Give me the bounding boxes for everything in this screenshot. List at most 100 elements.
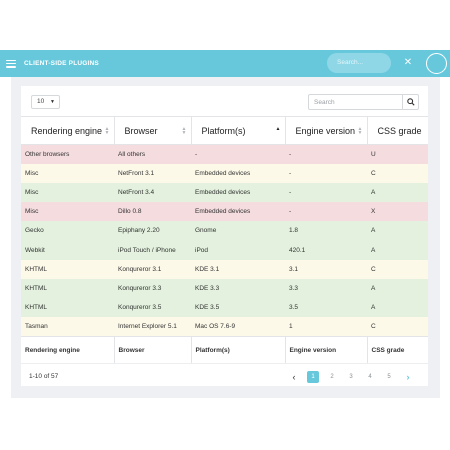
top-spacer <box>0 0 450 50</box>
column-header-label: Engine version <box>295 125 356 136</box>
column-header-label: Platform(s) <box>201 125 246 136</box>
column-header-platform-s[interactable]: Platform(s) ▲ <box>191 116 286 145</box>
table-cell: Gnome <box>191 221 285 241</box>
table-cell: 420.1 <box>285 240 367 260</box>
table-cell: Tasman <box>21 317 114 337</box>
table-row: Misc NetFront 3.1 Embedded devices - C <box>21 163 428 183</box>
table-cell: Embedded devices <box>191 202 285 222</box>
table-panel: 10 ▼ Rendering engine▲▼Browser▲▼Platform… <box>21 86 428 386</box>
table-cell: NetFront 3.4 <box>114 182 191 203</box>
table-cell: A <box>367 182 428 203</box>
table-row: KHTML Konqureror 3.1 KDE 3.1 3.1 C <box>21 259 428 279</box>
table-row: Misc Dillo 0.8 Embedded devices - X <box>21 202 428 222</box>
column-header-rendering-engine[interactable]: Rendering engine ▲ ▼ <box>21 116 115 145</box>
sort-icon: ▲ <box>275 126 281 132</box>
table-cell: Misc <box>21 182 114 203</box>
table-row: Webkit iPod Touch / iPhone iPod 420.1 A <box>21 240 428 260</box>
table-search <box>308 94 419 110</box>
table-cell: Gecko <box>21 221 114 241</box>
table-row: Tasman Internet Explorer 5.1 Mac OS 7.6-9 1… <box>21 317 428 337</box>
pagination-info: 1-10 of 57 <box>29 373 59 381</box>
table-row: KHTML Konqureror 3.5 KDE 3.5 3.5 A <box>21 298 428 318</box>
page-button-5[interactable]: 5 <box>387 374 391 381</box>
table-cell: 3.1 <box>285 259 367 279</box>
table-controls: 10 ▼ <box>21 86 428 116</box>
caret-down-icon: ▼ <box>50 99 55 105</box>
table-cell: KHTML <box>21 259 114 279</box>
table-cell: A <box>367 221 428 241</box>
page-size-select[interactable]: 10 ▼ <box>31 95 60 109</box>
pagination: ‹ 1 2 3 4 5 › <box>288 371 421 384</box>
table-cell: KDE 3.1 <box>191 259 285 279</box>
table-cell: A <box>367 240 428 260</box>
table-cell: Konqureror 3.5 <box>114 298 191 318</box>
table-cell: A <box>367 278 428 298</box>
page-size-value: 10 <box>37 98 45 105</box>
column-footer: Browser <box>114 335 192 364</box>
table-cell: All others <box>114 144 191 164</box>
table-cell: KDE 3.3 <box>191 278 285 298</box>
table-cell: Misc <box>21 163 114 183</box>
table-cell: 3.5 <box>285 298 367 318</box>
table-row: Misc NetFront 3.4 Embedded devices - A <box>21 182 428 203</box>
table-cell: - <box>285 202 367 222</box>
table-cell: 3.3 <box>285 278 367 298</box>
column-header-label: CSS grade <box>377 125 422 136</box>
table-cell: KHTML <box>21 298 114 318</box>
sort-icon: ▲ ▼ <box>104 126 110 136</box>
tools-icon[interactable]: ✕ <box>403 57 413 68</box>
table-cell: KHTML <box>21 278 114 298</box>
sort-icon: ▲ ▼ <box>181 126 187 136</box>
table-search-input[interactable] <box>309 95 402 109</box>
table-cell: Konqureror 3.1 <box>114 259 191 279</box>
table-cell: Embedded devices <box>191 182 285 203</box>
nav-search-input[interactable] <box>327 53 391 73</box>
prev-page-button[interactable]: ‹ <box>292 372 296 383</box>
navbar: CLIENT-SIDE PLUGINS ✕ <box>0 50 450 77</box>
data-table: Rendering engine ▲ ▼ Browser ▲ ▼ Platform(s) ▲ E… <box>21 116 428 364</box>
hamburger-icon[interactable] <box>6 59 16 68</box>
column-header-browser[interactable]: Browser ▲ ▼ <box>114 116 192 145</box>
table-cell: NetFront 3.1 <box>114 163 191 183</box>
user-avatar-icon[interactable] <box>426 53 447 74</box>
table-cell: - <box>285 182 367 203</box>
search-button[interactable] <box>402 95 418 109</box>
next-page-button[interactable]: › <box>406 372 410 383</box>
table-row: Gecko Epiphany 2.20 Gnome 1.8 A <box>21 221 428 241</box>
column-footer: Rendering engine <box>21 335 115 364</box>
table-cell: Dillo 0.8 <box>114 202 191 222</box>
header-row: Rendering engine ▲ ▼ Browser ▲ ▼ Platform(s) ▲ E… <box>21 116 428 145</box>
footer-row: Rendering engine Browser Platform(s) Engine… <box>21 335 428 364</box>
table-cell: Misc <box>21 202 114 222</box>
table-cell: Other browsers <box>21 144 114 164</box>
column-header-engine-version[interactable]: Engine version ▲ ▼ <box>285 116 368 145</box>
sort-icon: ▲ ▼ <box>357 126 363 136</box>
table-cell: KDE 3.5 <box>191 298 285 318</box>
table-cell: Embedded devices <box>191 163 285 183</box>
table-cell: C <box>367 163 428 183</box>
page-button-2[interactable]: 2 <box>330 374 334 381</box>
column-footer: Engine version <box>285 335 368 364</box>
column-header-label: Browser <box>124 125 158 136</box>
table-cell: Webkit <box>21 240 114 260</box>
page-button-1[interactable]: 1 <box>307 371 319 384</box>
table-body: Other browsers All others - - U Misc NetFront … <box>21 144 428 337</box>
table-cell: iPod <box>191 240 285 260</box>
search-icon <box>406 98 415 106</box>
column-header-css-grade[interactable]: CSS grade <box>367 116 428 145</box>
page-button-3[interactable]: 3 <box>349 374 353 381</box>
table-cell: A <box>367 298 428 318</box>
page-button-4[interactable]: 4 <box>368 374 372 381</box>
table-cell: Konqureror 3.3 <box>114 278 191 298</box>
table-cell: - <box>285 144 367 164</box>
column-header-label: Rendering engine <box>31 125 103 136</box>
nav-title: CLIENT-SIDE PLUGINS <box>24 60 99 67</box>
table-cell: Mac OS 7.6-9 <box>191 317 285 337</box>
column-footer: CSS grade <box>367 335 428 364</box>
table-cell: Epiphany 2.20 <box>114 221 191 241</box>
table-cell: U <box>367 144 428 164</box>
table-cell: C <box>367 259 428 279</box>
table-row: KHTML Konqureror 3.3 KDE 3.3 3.3 A <box>21 278 428 298</box>
column-footer: Platform(s) <box>191 335 286 364</box>
table-cell: - <box>285 163 367 183</box>
